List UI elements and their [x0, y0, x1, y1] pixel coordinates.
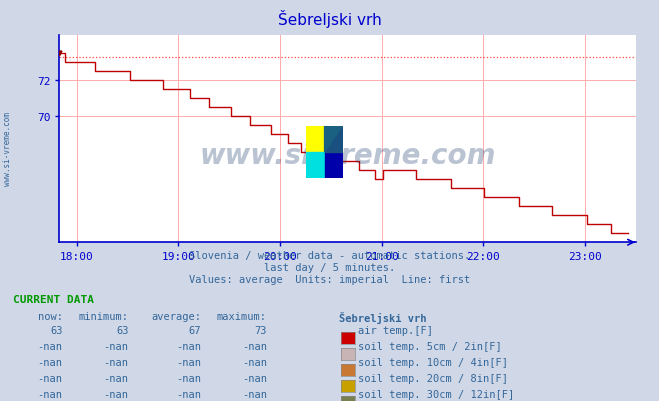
Text: www.si-vreme.com: www.si-vreme.com	[200, 142, 496, 170]
Text: -nan: -nan	[38, 357, 63, 367]
Bar	[306, 152, 325, 178]
Polygon shape	[325, 126, 343, 152]
Text: -nan: -nan	[103, 341, 129, 351]
Text: Slovenia / weather data - automatic stations.: Slovenia / weather data - automatic stat…	[189, 251, 470, 261]
Text: Values: average  Units: imperial  Line: first: Values: average Units: imperial Line: fi…	[189, 275, 470, 285]
Text: last day / 5 minutes.: last day / 5 minutes.	[264, 263, 395, 273]
Text: minimum:: minimum:	[78, 311, 129, 321]
Text: -nan: -nan	[38, 389, 63, 399]
Text: -nan: -nan	[103, 357, 129, 367]
Text: -nan: -nan	[242, 373, 267, 383]
Text: -nan: -nan	[103, 373, 129, 383]
Text: 73: 73	[254, 325, 267, 335]
Text: -nan: -nan	[176, 357, 201, 367]
Text: -nan: -nan	[103, 389, 129, 399]
Text: -nan: -nan	[176, 373, 201, 383]
Text: soil temp. 30cm / 12in[F]: soil temp. 30cm / 12in[F]	[358, 389, 514, 399]
Text: -nan: -nan	[242, 357, 267, 367]
Text: Šebreljski vrh: Šebreljski vrh	[277, 10, 382, 28]
Text: 63: 63	[116, 325, 129, 335]
Text: Šebreljski vrh: Šebreljski vrh	[339, 311, 427, 323]
Text: average:: average:	[151, 311, 201, 321]
Text: -nan: -nan	[242, 389, 267, 399]
Bar	[306, 126, 325, 152]
Text: soil temp. 10cm / 4in[F]: soil temp. 10cm / 4in[F]	[358, 357, 508, 367]
Text: -nan: -nan	[176, 389, 201, 399]
Text: now:: now:	[38, 311, 63, 321]
Polygon shape	[325, 126, 343, 152]
Text: maximum:: maximum:	[217, 311, 267, 321]
Text: soil temp. 20cm / 8in[F]: soil temp. 20cm / 8in[F]	[358, 373, 508, 383]
Text: CURRENT DATA: CURRENT DATA	[13, 295, 94, 305]
Bar	[325, 126, 343, 178]
Text: 63: 63	[50, 325, 63, 335]
Text: -nan: -nan	[38, 373, 63, 383]
Text: -nan: -nan	[38, 341, 63, 351]
Text: 67: 67	[188, 325, 201, 335]
Text: -nan: -nan	[242, 341, 267, 351]
Text: air temp.[F]: air temp.[F]	[358, 325, 433, 335]
Text: -nan: -nan	[176, 341, 201, 351]
Text: soil temp. 5cm / 2in[F]: soil temp. 5cm / 2in[F]	[358, 341, 501, 351]
Text: www.si-vreme.com: www.si-vreme.com	[3, 111, 13, 185]
